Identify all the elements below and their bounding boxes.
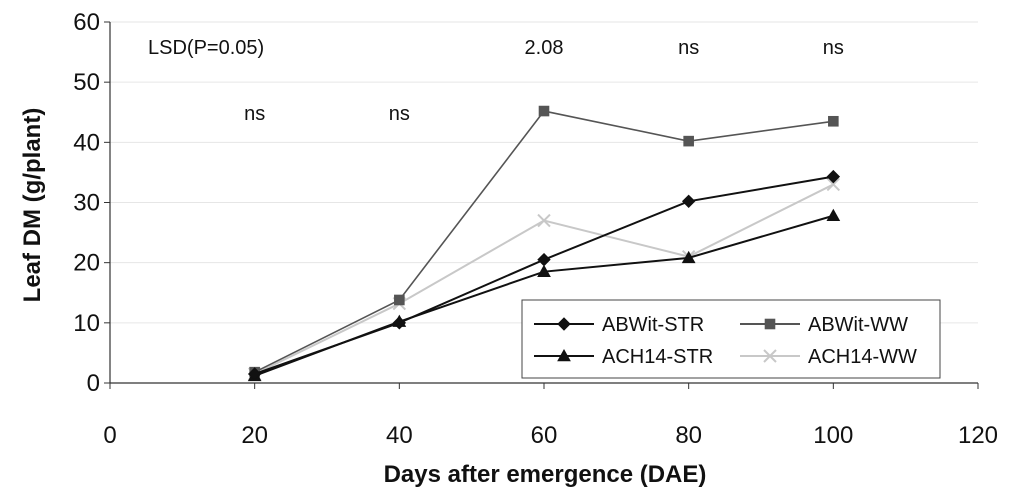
lsd-value: 2.08 [525,37,564,59]
lsd-value: ns [389,103,410,125]
legend-marker [764,318,776,330]
data-point [537,252,551,267]
legend-label: ABWit-STR [602,314,704,336]
y-tick-label: 10 [73,310,100,337]
marker-stroke [763,349,777,363]
x-tick-label: 120 [958,422,998,449]
series-group [247,105,841,382]
series-ABWit-STR [247,169,841,381]
legend-label: ABWit-WW [808,314,908,336]
y-tick-label: 0 [87,370,100,397]
series-ABWit-WW [249,105,839,378]
data-point [537,213,551,228]
grid-lines [110,21,978,324]
x-tick-label: 20 [241,422,268,449]
y-tick-label: 40 [73,129,100,156]
legend-marker [763,349,777,363]
marker-stroke [537,213,551,228]
lsd-label: LSD(P=0.05) [148,37,264,59]
data-point [247,367,262,381]
data-point [392,316,407,330]
x-tick-label: 60 [531,422,558,449]
axes [104,21,979,389]
legend-item: ABWit-WW [740,314,908,336]
y-tick-label: 50 [73,69,100,96]
data-point [394,294,405,306]
x-tick-label: 80 [675,422,702,449]
y-tick-label: 60 [73,9,100,36]
legend: ABWit-STR ABWit-WW ACH14-STR ACH14-WW [521,299,941,379]
data-point [826,208,841,222]
data-point [538,105,550,117]
x-tick-label: 100 [813,422,853,449]
y-tick-label: 20 [73,250,100,277]
data-point [826,177,841,192]
y-axis-title: Leaf DM (g/plant) [19,108,46,303]
data-point [681,250,696,264]
legend-item: ACH14-STR [534,346,713,368]
x-tick-label: 0 [103,422,116,449]
lsd-value: ns [244,103,265,125]
x-tick-labels: 0 20 40 60 80 100 120 [103,422,998,449]
legend-label: ACH14-WW [808,346,917,368]
data-point [537,264,551,277]
legend-box [521,299,941,379]
lsd-value: ns [823,37,844,59]
data-point [826,169,841,184]
marker-stroke [826,177,841,192]
legend-marker [557,348,571,362]
legend-marker [557,317,571,331]
legend-label: ACH14-STR [602,346,713,368]
data-point [683,135,694,147]
legend-item: ABWit-STR [534,314,704,336]
y-tick-labels: 0 10 20 30 40 50 60 [73,9,100,397]
x-tick-label: 40 [386,422,413,449]
data-point [681,194,696,209]
data-point [828,115,839,127]
lsd-value: ns [678,37,699,59]
legend-item: ACH14-WW [740,346,917,368]
x-axis-title: Days after emergence (DAE) [384,461,707,488]
lsd-annotations: LSD(P=0.05) ns ns 2.08 ns ns [148,37,844,125]
y-tick-label: 30 [73,190,100,217]
